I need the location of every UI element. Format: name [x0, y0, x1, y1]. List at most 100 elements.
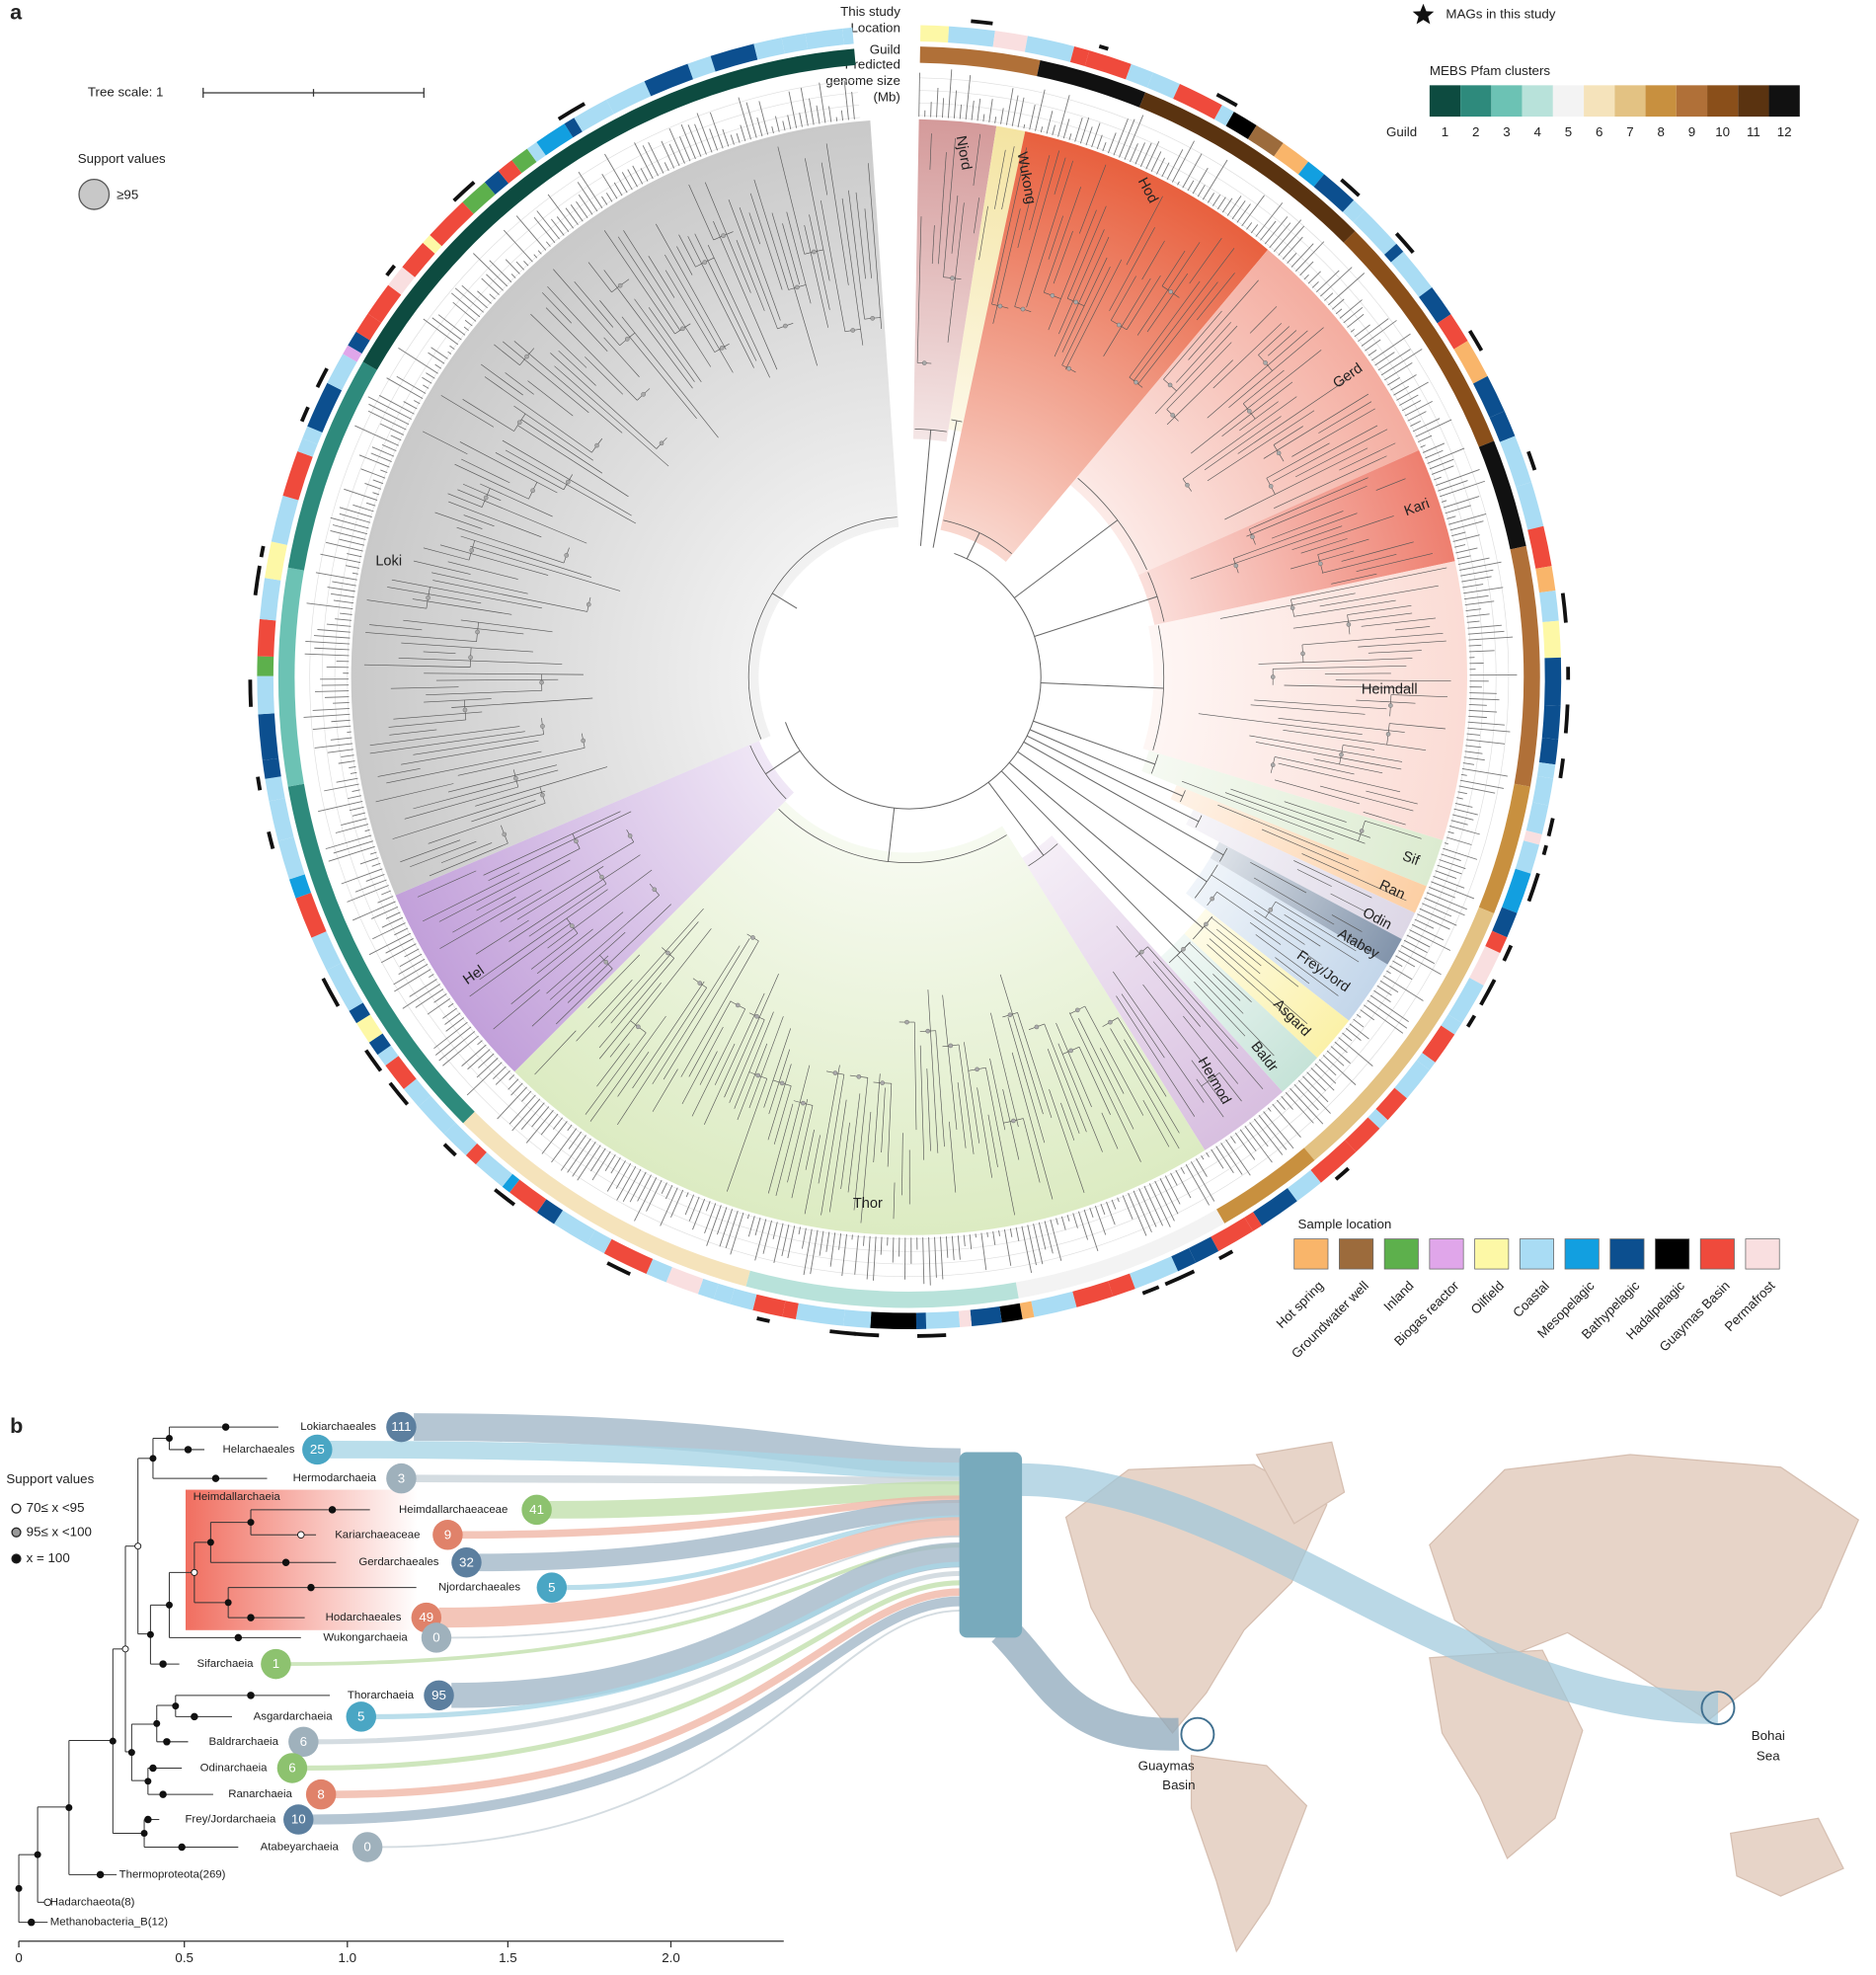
group-label: Heimdallarchaeia [194, 1491, 281, 1503]
tree-branch [1121, 993, 1165, 1059]
location-label: Basin [1162, 1778, 1195, 1792]
location-ring [1525, 802, 1549, 834]
node-support [594, 442, 599, 448]
location-ring [1084, 50, 1132, 80]
genome-size-bar [800, 87, 809, 126]
genome-size-bar [340, 612, 352, 615]
genome-size-bar [354, 879, 387, 893]
tree-branch [1180, 790, 1186, 803]
legend-swatch [1655, 1238, 1690, 1270]
location-ring [1024, 36, 1075, 62]
genome-size-bar [1074, 117, 1083, 142]
tree-branch [1293, 599, 1396, 617]
genome-size-bar [1347, 313, 1365, 328]
tree-branch [1300, 538, 1348, 554]
location-ring [1146, 72, 1180, 100]
genome-size-bar [957, 1235, 961, 1260]
genome-size-bar [1119, 118, 1135, 158]
genome-size-bar [1415, 419, 1452, 437]
genome-size-bar [422, 376, 432, 384]
genome-size-bar [489, 260, 512, 283]
mag-mark [1394, 232, 1415, 255]
tree-branch [1249, 922, 1282, 945]
tree-branch [1181, 951, 1244, 1014]
location-ring [418, 1095, 456, 1135]
genome-size-bar [1094, 1205, 1107, 1235]
genome-size-bar [1187, 180, 1195, 192]
genome-size-bar [1269, 222, 1291, 249]
location-ring [644, 63, 694, 97]
genome-size-bar [335, 618, 352, 621]
count-label: 25 [310, 1442, 325, 1457]
genome-size-bar [762, 1220, 772, 1254]
genome-size-bar [605, 193, 613, 202]
genome-size-bar [678, 136, 691, 162]
location-ring [355, 313, 382, 341]
tree-branch [1363, 812, 1406, 826]
node-support [603, 960, 608, 965]
clade-wedge [1186, 809, 1416, 940]
mag-mark [1215, 92, 1238, 108]
tree-branch [558, 350, 596, 386]
node-support [880, 1080, 885, 1085]
tree-branch [428, 803, 546, 844]
genome-size-bar [1467, 721, 1505, 726]
tree-branch [508, 854, 641, 942]
tree-branch [1317, 538, 1369, 555]
tree-branch [494, 344, 520, 366]
genome-size-bar [1260, 220, 1277, 241]
genome-size-bar [754, 1219, 767, 1261]
tree-branch [589, 1015, 666, 1122]
tree-branch [621, 316, 719, 438]
tree-branch [1301, 853, 1407, 902]
genome-size-bar [704, 1203, 717, 1234]
mag-mark [557, 102, 586, 121]
tree-branch [1290, 550, 1355, 570]
node-support [426, 595, 430, 600]
genome-size-bar [687, 124, 702, 157]
genome-size-bar [992, 1230, 996, 1245]
genome-size-bar [367, 396, 412, 420]
genome-size-bar [930, 102, 932, 118]
count-label: 49 [419, 1610, 433, 1624]
tree-branch [463, 514, 495, 527]
genome-size-bar [873, 1236, 877, 1281]
mag-mark [1541, 844, 1548, 856]
guild-ring [1138, 92, 1356, 243]
tree-branch [1177, 955, 1275, 1057]
tree-branch [546, 895, 660, 994]
genome-size-bar [415, 988, 444, 1008]
genome-size-bar [1297, 1079, 1331, 1114]
tree-branch [1233, 513, 1358, 559]
genome-size-bar [1096, 134, 1103, 150]
node-support [34, 1851, 41, 1858]
tree-branch [932, 420, 958, 548]
tree-branch [1347, 605, 1412, 615]
tree-branch [426, 690, 542, 695]
node-support [581, 738, 586, 744]
node-support [502, 831, 507, 837]
tree-branch [919, 430, 932, 546]
genome-size-bar [788, 91, 798, 128]
legend-swatch [1584, 85, 1615, 118]
genome-size-bar [1422, 442, 1446, 453]
genome-size-bar [685, 1192, 689, 1198]
genome-size-bar [381, 890, 392, 896]
genome-size-bar [1241, 195, 1265, 227]
location-ring [257, 675, 274, 715]
count-label: 8 [317, 1786, 324, 1801]
genome-size-bar [774, 116, 780, 132]
tree-branch [786, 211, 812, 304]
genome-size-bar [1322, 1055, 1357, 1085]
tree-branch [422, 431, 468, 455]
genome-size-bar [782, 120, 786, 131]
tree-branch [1239, 401, 1279, 432]
tree-branch [1215, 928, 1262, 967]
tree-branch [1209, 938, 1308, 1025]
guild-ring [287, 783, 475, 1124]
genome-size-bar [385, 938, 414, 954]
genome-size-bar [428, 352, 445, 364]
node-support [721, 233, 726, 238]
tree-branch [1268, 330, 1297, 356]
node-support [1050, 293, 1055, 298]
